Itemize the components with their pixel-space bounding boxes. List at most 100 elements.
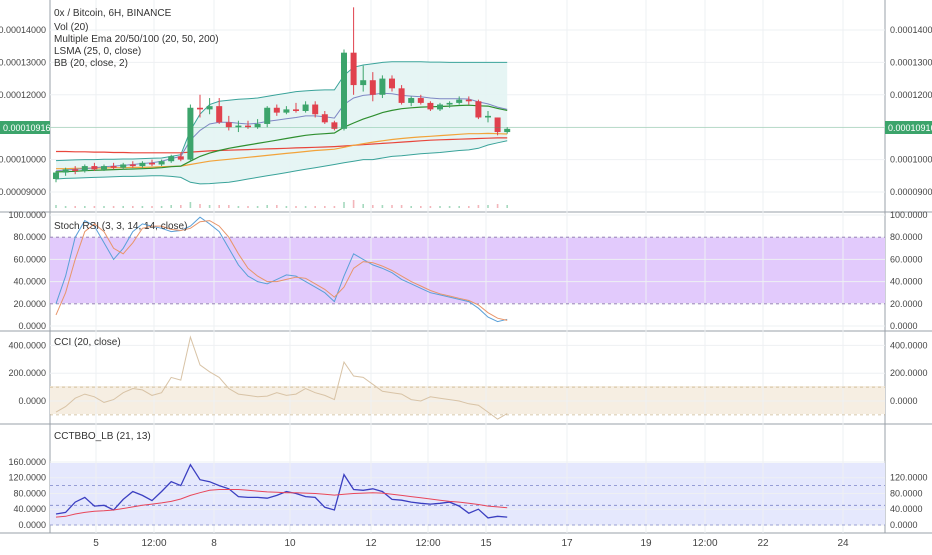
volume-bar [420, 206, 422, 208]
candle-body [120, 164, 127, 168]
y-tick-right: 0.00013000 [890, 57, 932, 67]
candle [360, 65, 367, 92]
volume-bar [429, 206, 432, 208]
candle-body [177, 156, 184, 160]
volume-bar [141, 206, 144, 208]
candle-body [187, 107, 194, 160]
candle-body [456, 99, 463, 103]
candle [235, 120, 242, 133]
candle-body [53, 172, 59, 180]
candle-body [398, 88, 405, 103]
y-tick-right: 0.0000 [890, 520, 918, 530]
stoch-d-line [55, 220, 508, 321]
volume-bar [439, 206, 441, 208]
axis-labels: 0.00014000 0.00014000 0.00013000 0.00013000… [0, 25, 932, 549]
volume-bar [381, 205, 384, 208]
candle [216, 98, 223, 124]
y-tick-left: 100.0000 [8, 210, 46, 220]
x-tick: 12 [365, 538, 377, 549]
volume-bar [208, 205, 211, 208]
candle-body [408, 98, 415, 103]
cctbbo-slow-line [55, 489, 508, 518]
candle-body [149, 162, 155, 165]
candle-body [273, 107, 280, 113]
candle-body [341, 52, 347, 129]
volume-bar [189, 202, 192, 208]
candle [389, 75, 395, 92]
candle [350, 7, 357, 95]
volume-bar [343, 202, 345, 208]
volume-bar [295, 206, 297, 208]
x-tick: 17 [561, 538, 573, 549]
candle-body [293, 109, 299, 111]
candlesticks [53, 7, 511, 183]
candle [341, 49, 347, 131]
y-tick-left: 0.00014000 [0, 25, 46, 35]
volume-bar [362, 204, 364, 208]
x-tick: 19 [640, 538, 652, 549]
candle [437, 102, 443, 111]
y-tick-left: 60.0000 [13, 254, 46, 264]
price-tag-right-text: 0.00010916 [888, 123, 932, 133]
candle-body [81, 166, 88, 171]
x-tick: 10 [284, 538, 296, 549]
candle-body [168, 156, 175, 162]
candle [91, 162, 98, 171]
candle [101, 164, 107, 171]
ema50-line [56, 132, 508, 170]
price-tag-left [0, 121, 50, 134]
volume-bar [448, 206, 451, 208]
candle [398, 85, 405, 105]
legend-vol: Vol (20) [54, 22, 88, 33]
y-tick-right: 0.00010000 [890, 155, 932, 165]
volume-bar [93, 206, 96, 208]
bollinger-upper-line [55, 61, 508, 162]
y-tick-left: 0.00013000 [0, 57, 46, 67]
volume-bar [372, 205, 374, 208]
volume-bar [285, 206, 288, 208]
candle-body [235, 125, 242, 128]
y-tick-left: 40.0000 [13, 504, 46, 514]
candle [456, 96, 463, 105]
stoch-k-line [55, 216, 508, 323]
cci-band [50, 386, 885, 414]
candle-body [427, 102, 434, 110]
volume-bar [247, 206, 249, 208]
volume-bar [487, 205, 489, 208]
x-tick: 15 [480, 538, 492, 549]
volume-bar [333, 206, 336, 208]
volume-bar [314, 206, 316, 208]
y-tick-right: 0.00009000 [890, 187, 932, 197]
candle-body [446, 102, 453, 105]
volume-bar [74, 206, 76, 208]
y-tick-left: 0.00009000 [0, 187, 46, 197]
candle-body [62, 169, 69, 173]
candle-body [139, 162, 146, 167]
candle [504, 127, 511, 134]
candle-body [158, 161, 165, 165]
candle-body [485, 115, 491, 118]
candle [427, 101, 434, 111]
candle [475, 99, 482, 120]
candle-body [360, 80, 367, 86]
candle-body [197, 107, 203, 110]
volume-bar [496, 204, 499, 208]
legend-bb: BB (20, close, 2) [54, 58, 128, 69]
candle [302, 101, 309, 113]
bollinger-fill [56, 61, 508, 184]
candle-body [206, 106, 213, 110]
y-tick-left: 0.0000 [18, 520, 46, 530]
y-tick-left: 80.0000 [13, 232, 46, 242]
volume-bar [103, 206, 105, 208]
volume-bar [391, 205, 393, 208]
volume-bar [324, 206, 326, 208]
volume-bar [55, 205, 57, 208]
price-tag-right [885, 121, 932, 134]
bollinger-lower-line [55, 140, 508, 185]
x-tick: 24 [837, 538, 849, 549]
x-tick: 8 [211, 538, 217, 549]
y-tick-left: 200.0000 [8, 368, 46, 378]
candle [312, 101, 319, 118]
